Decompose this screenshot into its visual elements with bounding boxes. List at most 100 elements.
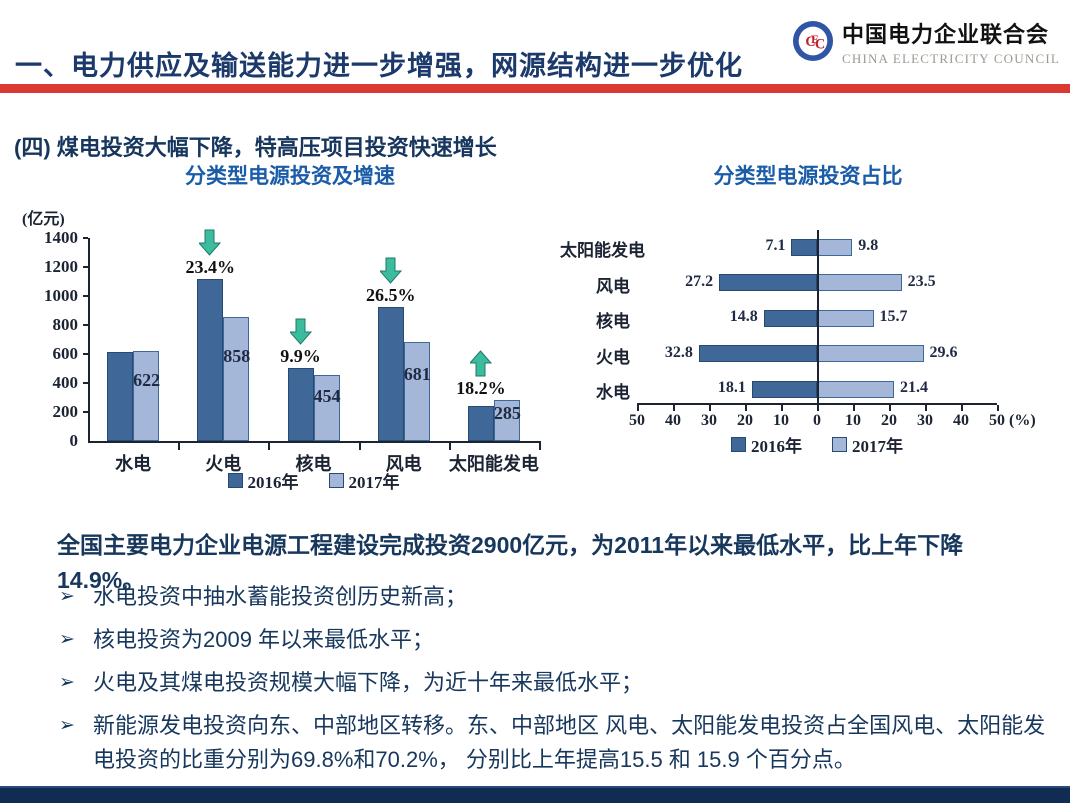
growth-pct-label: 23.4% bbox=[185, 256, 236, 277]
right-value-label: 21.4 bbox=[900, 379, 929, 397]
bar-value-label: 858 bbox=[223, 346, 251, 367]
chart-legend: 2016年 2017年 bbox=[88, 468, 539, 493]
bar-2017-1 bbox=[223, 316, 250, 441]
y-axis bbox=[88, 238, 90, 443]
grouped-bar-chart-investment: (亿元) 0 200 400 600 800 1000 1200 1400 622 水电 858 火电 4… bbox=[20, 200, 565, 500]
bullet-item: ➢ 新能源发电投资向东、中部地区转移。东、中部地区 风电、太阳能发电投资占全国风… bbox=[57, 709, 1052, 777]
cec-logo-icon: C E C bbox=[792, 20, 834, 62]
legend-item: 2016年 bbox=[731, 432, 802, 457]
x-tick-label: 10 bbox=[845, 412, 861, 429]
tornado-bar-2017-4 bbox=[817, 380, 895, 398]
svg-text:E: E bbox=[811, 34, 819, 46]
left-value-label: 27.2 bbox=[685, 272, 714, 290]
x-tick bbox=[358, 443, 361, 450]
x-tick-label: 20 bbox=[737, 412, 753, 429]
y-tick bbox=[83, 237, 88, 239]
right-value-label: 9.8 bbox=[858, 237, 879, 254]
chart-legend: 2016年 2017年 bbox=[637, 432, 997, 457]
left-value-label: 14.8 bbox=[729, 308, 758, 326]
x-tick-label: 30 bbox=[701, 412, 717, 429]
x-tick bbox=[673, 405, 675, 411]
x-tick bbox=[268, 443, 271, 450]
y-tick bbox=[83, 411, 88, 413]
x-tick-label: 40 bbox=[953, 412, 969, 429]
svg-text:C: C bbox=[805, 34, 815, 50]
bar-value-label: 681 bbox=[403, 363, 431, 384]
y-tick bbox=[83, 324, 88, 326]
y-tick-label: 0 bbox=[69, 431, 79, 450]
org-name-en: CHINA ELECTRICITY COUNCIL bbox=[841, 51, 1060, 66]
bar-2016-4 bbox=[467, 406, 494, 441]
bullet-arrow-icon: ➢ bbox=[59, 715, 75, 736]
tornado-bar-2017-2 bbox=[817, 309, 874, 327]
y-axis-unit-label: (亿元) bbox=[22, 211, 65, 228]
row-category-label: 核电 bbox=[596, 312, 630, 332]
x-category-label: 火电 bbox=[205, 454, 242, 474]
bullet-arrow-icon: ➢ bbox=[59, 586, 75, 607]
bullet-arrow-icon: ➢ bbox=[59, 672, 75, 693]
left-value-label: 7.1 bbox=[765, 237, 786, 254]
summary-paragraph: 全国主要电力企业电源工程建设完成投资2900亿元，为2011年以来最低水平，比上… bbox=[57, 532, 964, 593]
x-tick-label: 20 bbox=[881, 412, 897, 429]
bar-2016-3 bbox=[377, 306, 404, 441]
x-category-label: 水电 bbox=[115, 454, 152, 474]
row-category-label: 太阳能发电 bbox=[560, 241, 645, 260]
x-category-label: 太阳能发电 bbox=[448, 454, 539, 474]
bullet-arrow-icon: ➢ bbox=[59, 629, 75, 650]
legend-label: 2016年 bbox=[751, 437, 802, 456]
y-tick-label: 800 bbox=[52, 315, 79, 334]
bar-value-label: 285 bbox=[493, 402, 521, 423]
y-tick-label: 200 bbox=[52, 402, 79, 421]
legend-label: 2016年 bbox=[247, 473, 299, 492]
bullet-text: 核电投资为2009 年以来最低水平； bbox=[93, 627, 435, 652]
y-tick-label: 1000 bbox=[44, 286, 78, 305]
center-axis bbox=[817, 230, 819, 403]
tornado-bar-2016-3 bbox=[698, 345, 817, 363]
svg-text:C: C bbox=[815, 37, 825, 53]
growth-pct-label: 18.2% bbox=[456, 377, 506, 398]
tornado-bar-2016-4 bbox=[751, 380, 817, 398]
footer-bar bbox=[0, 786, 1070, 803]
org-name-cn: 中国电力企业联合会 bbox=[841, 22, 1049, 47]
left-chart-title: 分类型电源投资及增速 bbox=[185, 165, 395, 188]
bar-2016-2 bbox=[287, 367, 314, 441]
x-tick bbox=[817, 405, 819, 411]
y-tick bbox=[83, 295, 88, 297]
x-tick bbox=[889, 405, 891, 411]
row-category-label: 水电 bbox=[596, 383, 630, 403]
bullet-list: ➢ 水电投资中抽水蓄能投资创历史新高； ➢ 核电投资为2009 年以来最低水平；… bbox=[57, 580, 1052, 786]
x-tick-label: 30 bbox=[917, 412, 933, 429]
y-tick bbox=[83, 266, 88, 268]
growth-pct-label: 26.5% bbox=[365, 284, 416, 305]
y-tick-label: 600 bbox=[52, 344, 79, 363]
bullet-text: 水电投资中抽水蓄能投资创历史新高； bbox=[93, 584, 468, 609]
x-tick bbox=[961, 405, 963, 411]
x-tick bbox=[709, 405, 711, 411]
bar-2017-3 bbox=[403, 342, 430, 441]
tornado-bar-2016-2 bbox=[763, 309, 817, 327]
tornado-bar-2017-3 bbox=[817, 345, 924, 363]
x-tick bbox=[781, 405, 783, 411]
section-subtitle: (四) 煤电投资大幅下降，特高压项目投资快速增长 bbox=[14, 135, 497, 161]
bar-2017-2 bbox=[313, 375, 340, 441]
x-tick-label: 50 bbox=[989, 412, 1005, 429]
row-category-label: 火电 bbox=[596, 347, 630, 367]
x-axis bbox=[88, 441, 541, 443]
right-chart-title: 分类型电源投资占比 bbox=[713, 165, 903, 188]
left-value-label: 32.8 bbox=[664, 343, 693, 361]
x-tick bbox=[745, 405, 747, 411]
x-tick bbox=[539, 443, 541, 450]
org-logo: C E C 中国电力企业联合会 CHINA ELECTRICITY COUNCI… bbox=[792, 14, 1060, 68]
tornado-bar-2016-1 bbox=[719, 274, 817, 292]
row-category-label: 风电 bbox=[596, 276, 630, 296]
legend-item: 2017年 bbox=[328, 468, 400, 493]
legend-label: 2017年 bbox=[348, 473, 400, 492]
page-title: 一、电力供应及输送能力进一步增强，网源结构进一步优化 bbox=[15, 51, 743, 82]
arrow-down-icon bbox=[199, 229, 222, 256]
x-tick-label: 50 bbox=[629, 412, 645, 429]
bar-2016-1 bbox=[197, 278, 224, 441]
legend-swatch bbox=[832, 437, 847, 452]
growth-pct-label: 9.9% bbox=[280, 345, 321, 366]
bar-2016-0 bbox=[107, 351, 134, 441]
